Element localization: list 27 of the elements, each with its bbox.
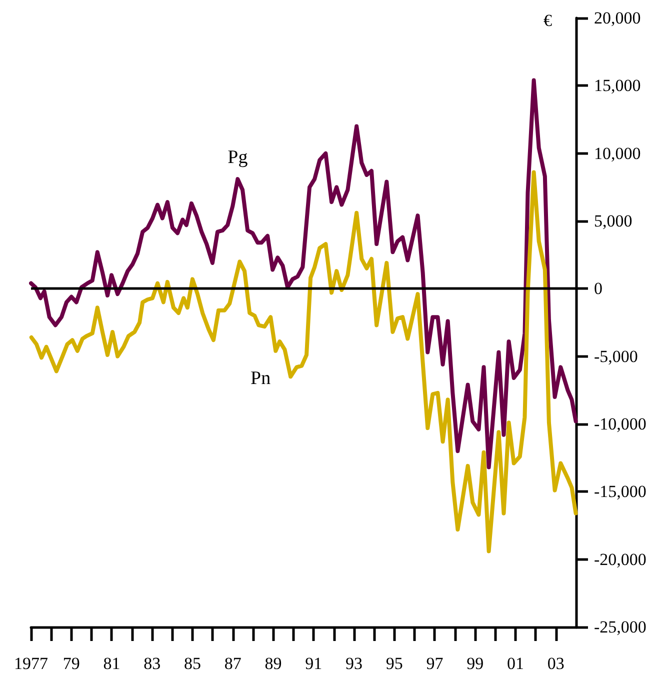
y-tick-label: 15,000 (594, 76, 641, 96)
x-tick-label: 83 (144, 654, 161, 673)
y-tick-label: -25,000 (594, 618, 646, 636)
x-tick-label: 1977 (14, 654, 48, 673)
x-tick-label: 99 (466, 654, 484, 673)
x-tick-label: 93 (345, 654, 362, 673)
x-tick-label: 79 (62, 654, 80, 673)
y-tick-label: 10,000 (594, 144, 641, 163)
y-tick-label: 0 (594, 279, 602, 298)
x-tick-label: 89 (264, 654, 282, 673)
y-tick-label: -5,000 (594, 346, 638, 366)
x-tick-label: 87 (224, 654, 242, 673)
x-tick-label: 03 (547, 654, 564, 673)
x-tick-label: 97 (426, 654, 444, 673)
series-label: Pg (228, 147, 248, 168)
x-tick-label: 95 (386, 654, 403, 673)
x-tick-label: 91 (305, 654, 322, 673)
y-tick-label: 20,000 (594, 8, 641, 28)
y-tick-label: -20,000 (594, 550, 646, 569)
y-tick-label: -10,000 (594, 414, 646, 434)
x-tick-label: 01 (506, 654, 524, 673)
series-label: Pn (250, 368, 272, 390)
x-tick-label: 81 (103, 654, 120, 673)
y-tick-label: 5,000 (594, 212, 632, 230)
x-tick-label: 85 (184, 654, 201, 673)
y-axis-title: € (544, 11, 552, 30)
y-tick-label: -15,000 (594, 482, 646, 502)
